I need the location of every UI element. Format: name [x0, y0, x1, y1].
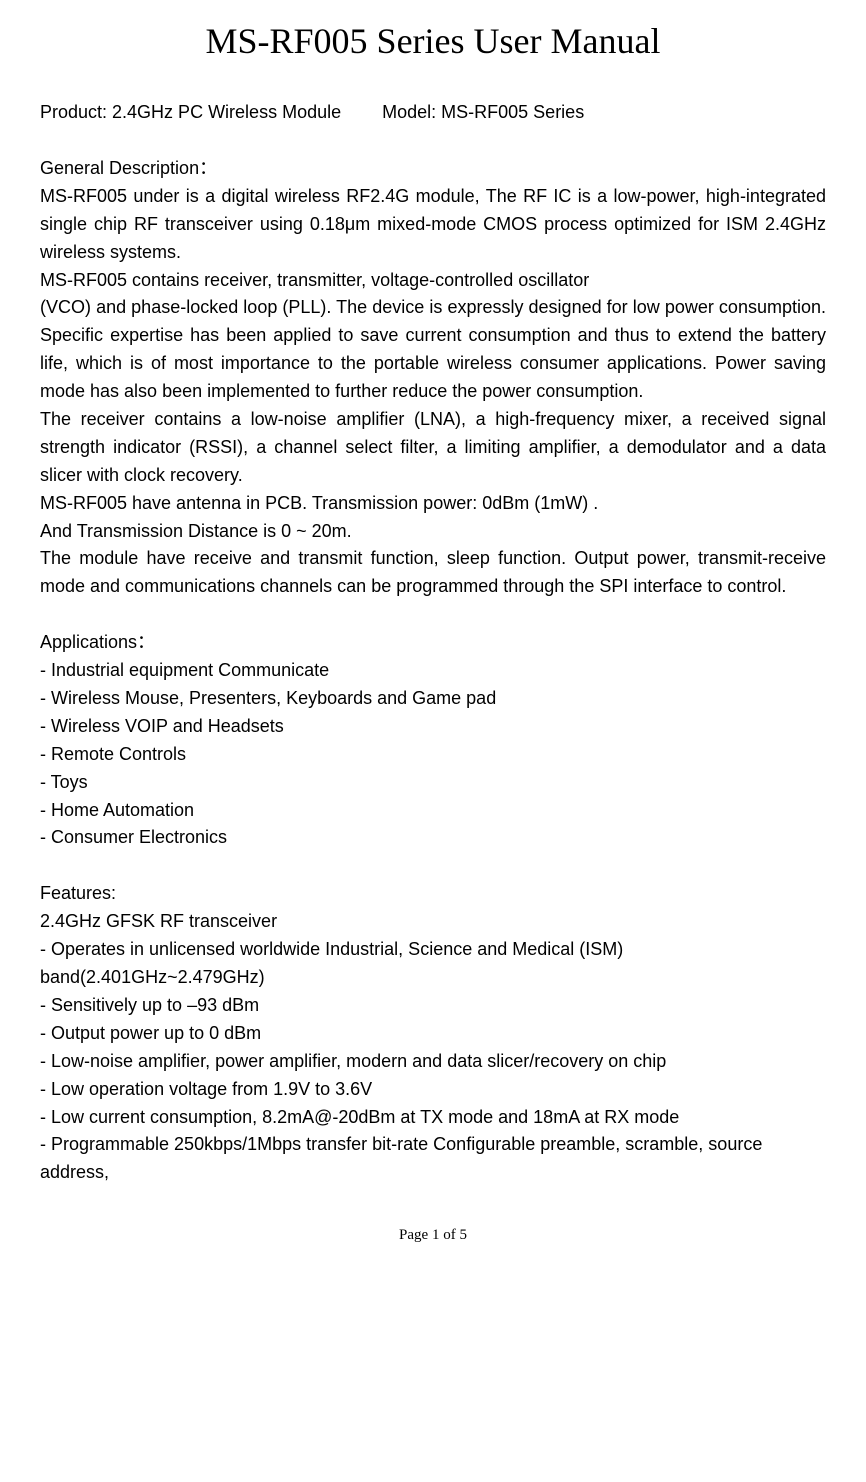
features-item: - Output power up to 0 dBm [40, 1020, 826, 1048]
product-model-line: Product: 2.4GHz PC Wireless Module Model… [40, 102, 826, 123]
features-item: - Low operation voltage from 1.9V to 3.6… [40, 1076, 826, 1104]
features-item: - Operates in unlicensed worldwide Indus… [40, 936, 826, 992]
features-item: - Sensitively up to –93 dBm [40, 992, 826, 1020]
features-section: Features: 2.4GHz GFSK RF transceiver - O… [40, 880, 826, 1187]
general-description-heading: General Description： [40, 155, 826, 183]
features-heading: Features: [40, 880, 826, 908]
general-description-p7: The module have receive and transmit fun… [40, 545, 826, 601]
general-description-p2: MS-RF005 contains receiver, transmitter,… [40, 267, 826, 295]
applications-item: - Toys [40, 769, 826, 797]
applications-heading: Applications： [40, 629, 826, 657]
document-title: MS-RF005 Series User Manual [40, 20, 826, 62]
applications-item: - Wireless Mouse, Presenters, Keyboards … [40, 685, 826, 713]
general-description-p5: MS-RF005 have antenna in PCB. Transmissi… [40, 490, 826, 518]
general-description-p3: (VCO) and phase-locked loop (PLL). The d… [40, 294, 826, 406]
product-label: Product: 2.4GHz PC Wireless Module [40, 102, 341, 122]
features-item: - Programmable 250kbps/1Mbps transfer bi… [40, 1131, 826, 1187]
general-description-section: General Description： MS-RF005 under is a… [40, 155, 826, 601]
applications-item: - Consumer Electronics [40, 824, 826, 852]
page-footer: Page 1 of 5 [40, 1227, 826, 1244]
features-item: 2.4GHz GFSK RF transceiver [40, 908, 826, 936]
general-description-p6: And Transmission Distance is 0 ~ 20m. [40, 518, 826, 546]
general-description-p1: MS-RF005 under is a digital wireless RF2… [40, 183, 826, 267]
applications-item: - Industrial equipment Communicate [40, 657, 826, 685]
applications-section: Applications： - Industrial equipment Com… [40, 629, 826, 852]
applications-item: - Home Automation [40, 797, 826, 825]
features-item: - Low-noise amplifier, power amplifier, … [40, 1048, 826, 1076]
applications-item: - Wireless VOIP and Headsets [40, 713, 826, 741]
features-item: - Low current consumption, 8.2mA@-20dBm … [40, 1104, 826, 1132]
applications-item: - Remote Controls [40, 741, 826, 769]
general-description-p4: The receiver contains a low-noise amplif… [40, 406, 826, 490]
model-label: Model: MS-RF005 Series [382, 102, 584, 122]
